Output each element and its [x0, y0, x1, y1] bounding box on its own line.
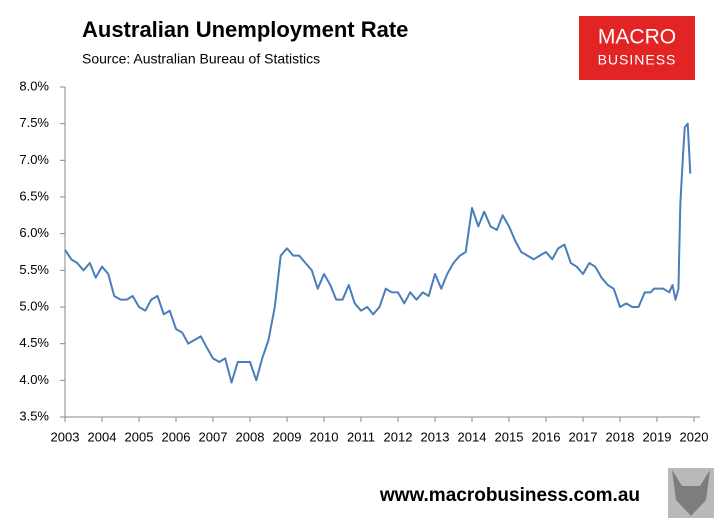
y-tick-label: 6.0% [19, 225, 49, 240]
x-tick-label: 2018 [606, 429, 635, 444]
x-tick-label: 2017 [569, 429, 598, 444]
y-tick-label: 5.5% [19, 262, 49, 277]
y-tick-label: 6.5% [19, 188, 49, 203]
y-tick-label: 8.0% [19, 78, 49, 93]
logo-text: MACRO [598, 26, 676, 49]
x-tick-label: 2009 [273, 429, 302, 444]
x-tick-label: 2010 [310, 429, 339, 444]
x-tick-label: 2004 [88, 429, 117, 444]
x-tick-label: 2014 [458, 429, 487, 444]
x-tick-label: 2019 [643, 429, 672, 444]
y-tick-label: 5.0% [19, 298, 49, 313]
x-tick-label: 2012 [384, 429, 413, 444]
x-tick-label: 2003 [51, 429, 80, 444]
data-line [64, 122, 692, 384]
logo-box [579, 16, 695, 80]
x-tick-label: 2011 [347, 429, 375, 444]
wolf-logo [672, 470, 710, 516]
y-tick-label: 3.5% [19, 408, 49, 423]
x-tick-label: 2005 [125, 429, 154, 444]
footer-url: www.macrobusiness.com.au [379, 485, 640, 506]
y-tick-label: 7.0% [19, 152, 49, 167]
x-tick-label: 2015 [495, 429, 524, 444]
x-tick-label: 2016 [532, 429, 561, 444]
y-tick-label: 4.0% [19, 372, 49, 387]
x-tick-label: 2013 [421, 429, 450, 444]
x-tick-label: 2020 [680, 429, 709, 444]
chart-subtitle: Source: Australian Bureau of Statistics [82, 51, 320, 67]
chart-title: Australian Unemployment Rate [82, 17, 408, 42]
x-tick-label: 2007 [199, 429, 228, 444]
logo-text: BUSINESS [598, 52, 677, 68]
x-tick-label: 2008 [236, 429, 265, 444]
y-tick-label: 7.5% [19, 115, 49, 130]
y-tick-label: 4.5% [19, 335, 49, 350]
x-tick-label: 2006 [162, 429, 191, 444]
